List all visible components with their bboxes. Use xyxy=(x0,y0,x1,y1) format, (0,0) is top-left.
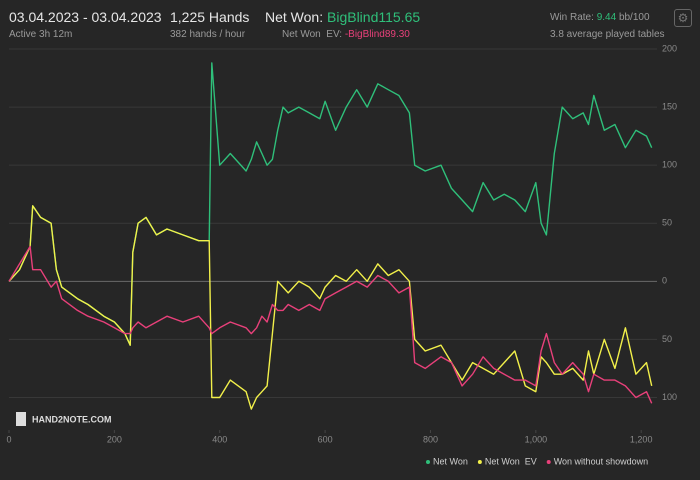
legend-label: Net Won EV xyxy=(485,456,537,466)
x-tick-label: 0 xyxy=(6,434,11,444)
ev-value: -BigBlind89.30 xyxy=(344,29,410,40)
net-won-ev: Net Won EV: -BigBlind89.30 xyxy=(282,29,410,40)
legend-marker xyxy=(546,460,551,464)
x-tick-label: 600 xyxy=(318,434,333,444)
net-won-value: BigBlind115.65 xyxy=(327,9,421,25)
y-tick-label: 0 xyxy=(662,276,667,286)
win-rate-value: 9.44 xyxy=(596,12,617,23)
net-won: Net Won: BigBlind115.65 xyxy=(265,9,420,25)
y-tick-label: 50 xyxy=(662,334,672,344)
legend-marker xyxy=(426,460,430,464)
x-tick-label: 400 xyxy=(212,434,227,444)
legend-marker xyxy=(477,460,482,464)
date-range: 03.04.2023 - 03.04.2023 xyxy=(9,9,162,25)
legend-label: Net Won xyxy=(433,456,468,466)
y-tick-label: 200 xyxy=(662,43,677,53)
net-won-label: Net Won: xyxy=(265,9,324,25)
hands: 1,225 Hands xyxy=(170,9,250,25)
tables: 3.8 average played tables xyxy=(550,29,665,40)
series-line xyxy=(8,205,653,410)
y-tick-label: 100 xyxy=(662,160,677,170)
y-tick-label: 150 xyxy=(662,101,677,111)
x-tick-label: 1,200 xyxy=(630,434,653,444)
series-line xyxy=(8,245,653,404)
logo-icon xyxy=(16,412,26,426)
watermark: HAND2NOTE.COM xyxy=(32,414,112,424)
x-tick-label: 1,000 xyxy=(525,434,548,444)
ev-label: Net Won EV: xyxy=(282,29,343,40)
active-time: Active 3h 12m xyxy=(9,29,73,40)
legend-label: Won without showdown xyxy=(554,456,648,466)
y-tick-label: 100 xyxy=(662,392,677,402)
y-tick-label: 50 xyxy=(662,218,672,228)
x-tick-label: 200 xyxy=(107,434,122,444)
win-rate: Win Rate: 9.44 bb/100 xyxy=(550,12,650,23)
series-line xyxy=(8,62,653,346)
x-tick-label: 800 xyxy=(423,434,438,444)
settings-button[interactable]: ⚙ xyxy=(674,9,692,27)
win-rate-label: Win Rate: xyxy=(550,12,594,23)
hands-per-hour: 382 hands / hour xyxy=(170,29,246,40)
win-rate-unit: bb/100 xyxy=(618,12,650,23)
